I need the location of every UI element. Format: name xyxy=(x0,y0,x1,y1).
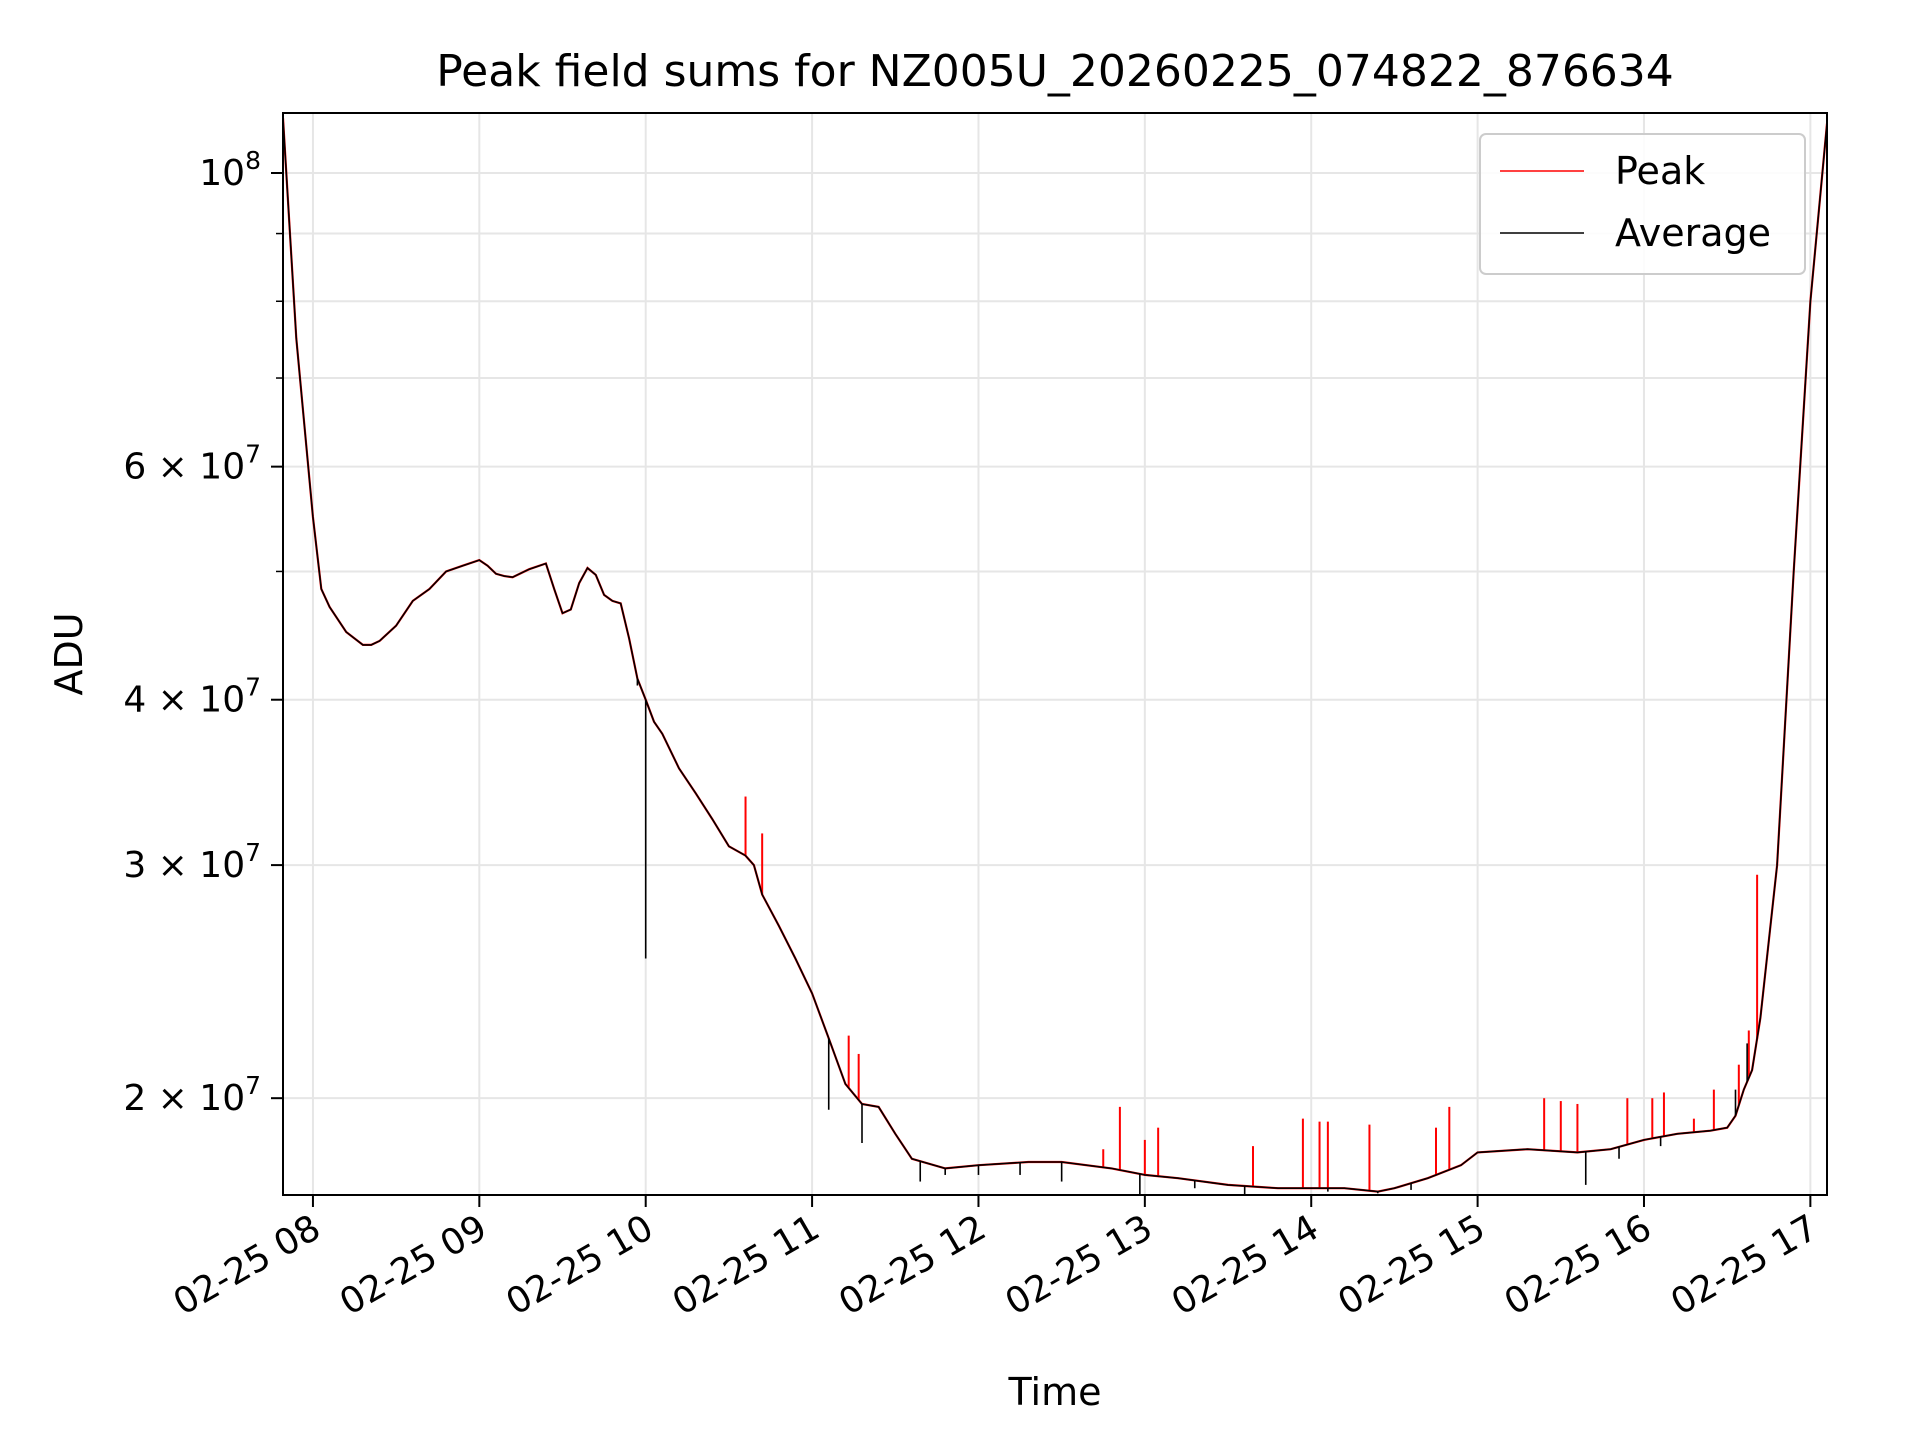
y-tick-label: 2 × 107 xyxy=(123,1071,261,1119)
average-series-line xyxy=(283,118,1827,1193)
y-tick-label: 6 × 107 xyxy=(123,440,261,488)
legend-average-label: Average xyxy=(1615,211,1771,255)
y-axis-label: ADU xyxy=(47,612,91,695)
y-tick-label: 3 × 107 xyxy=(123,838,261,886)
legend: Peak Average xyxy=(1479,133,1806,275)
chart-title: Peak field sums for NZ005U_20260225_0748… xyxy=(436,46,1674,97)
legend-box xyxy=(1479,133,1806,275)
series-layer xyxy=(283,118,1827,1195)
x-axis-label: Time xyxy=(1008,1370,1102,1414)
y-tick-label: 4 × 107 xyxy=(123,673,261,721)
plot-frame xyxy=(282,112,1828,1196)
legend-peak-label: Peak xyxy=(1615,149,1705,193)
y-tick-label: 108 xyxy=(199,146,261,194)
